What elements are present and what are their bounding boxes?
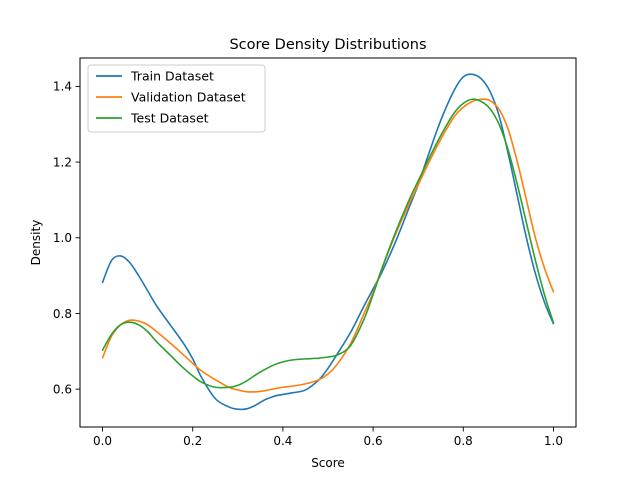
x-tick-label: 0.4	[273, 434, 292, 448]
legend-entry-label: Train Dataset	[130, 69, 214, 84]
axes-frame	[79, 57, 577, 428]
x-axis-label: Score	[311, 456, 345, 470]
x-axis-ticks: 0.0 0.2 0.4 0.6 0.8 1.0	[93, 427, 563, 448]
y-axis-ticks: 0.6 0.8 1.0 1.2 1.4	[53, 80, 80, 396]
legend: Train Dataset Validation Dataset Test Data…	[87, 64, 266, 133]
x-tick-label: 0.2	[183, 434, 202, 448]
x-tick-label: 0.8	[454, 434, 473, 448]
y-axis-label: Density	[29, 220, 43, 266]
y-tick-label: 1.0	[53, 231, 72, 245]
legend-box	[87, 64, 266, 133]
y-tick-label: 0.8	[53, 307, 72, 321]
legend-entry-label: Test Dataset	[130, 111, 209, 126]
legend-entry-label: Validation Dataset	[131, 90, 246, 105]
series-line-2	[101, 98, 555, 393]
y-tick-label: 1.4	[53, 80, 72, 94]
series-line-1	[101, 73, 555, 411]
series-layer	[101, 73, 555, 411]
chart-title: Score Density Distributions	[229, 37, 426, 53]
series-line-3	[101, 98, 555, 389]
x-tick-label: 1.0	[544, 434, 563, 448]
x-tick-label: 0.6	[364, 434, 383, 448]
y-tick-label: 0.6	[53, 382, 72, 396]
x-tick-label: 0.0	[93, 434, 112, 448]
y-tick-label: 1.2	[53, 155, 72, 169]
